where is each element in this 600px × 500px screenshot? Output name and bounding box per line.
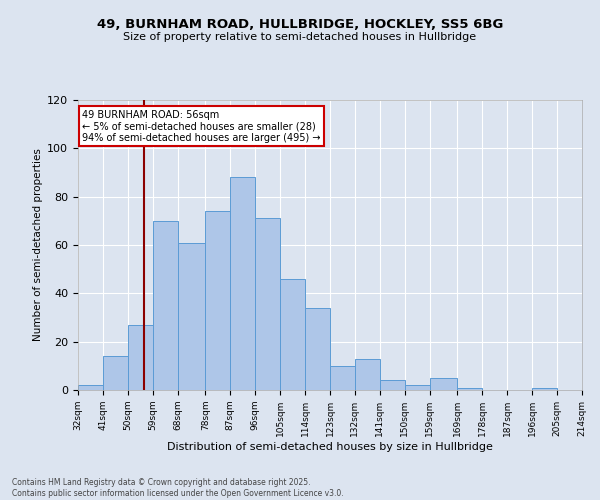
Bar bbox=[230, 178, 255, 390]
Bar bbox=[103, 356, 128, 390]
Bar bbox=[205, 211, 230, 390]
Bar bbox=[330, 366, 355, 390]
Bar bbox=[128, 325, 153, 390]
Bar bbox=[430, 378, 457, 390]
Bar bbox=[380, 380, 405, 390]
Bar bbox=[153, 221, 178, 390]
Bar bbox=[457, 388, 482, 390]
Bar bbox=[305, 308, 330, 390]
Text: Contains HM Land Registry data © Crown copyright and database right 2025.
Contai: Contains HM Land Registry data © Crown c… bbox=[12, 478, 344, 498]
Bar bbox=[178, 242, 205, 390]
Bar bbox=[532, 388, 557, 390]
Text: Size of property relative to semi-detached houses in Hullbridge: Size of property relative to semi-detach… bbox=[124, 32, 476, 42]
Bar bbox=[255, 218, 280, 390]
Bar bbox=[280, 279, 305, 390]
Bar bbox=[405, 385, 430, 390]
Bar bbox=[78, 385, 103, 390]
Text: 49, BURNHAM ROAD, HULLBRIDGE, HOCKLEY, SS5 6BG: 49, BURNHAM ROAD, HULLBRIDGE, HOCKLEY, S… bbox=[97, 18, 503, 30]
X-axis label: Distribution of semi-detached houses by size in Hullbridge: Distribution of semi-detached houses by … bbox=[167, 442, 493, 452]
Y-axis label: Number of semi-detached properties: Number of semi-detached properties bbox=[33, 148, 43, 342]
Bar bbox=[355, 358, 380, 390]
Text: 49 BURNHAM ROAD: 56sqm
← 5% of semi-detached houses are smaller (28)
94% of semi: 49 BURNHAM ROAD: 56sqm ← 5% of semi-deta… bbox=[82, 110, 320, 143]
